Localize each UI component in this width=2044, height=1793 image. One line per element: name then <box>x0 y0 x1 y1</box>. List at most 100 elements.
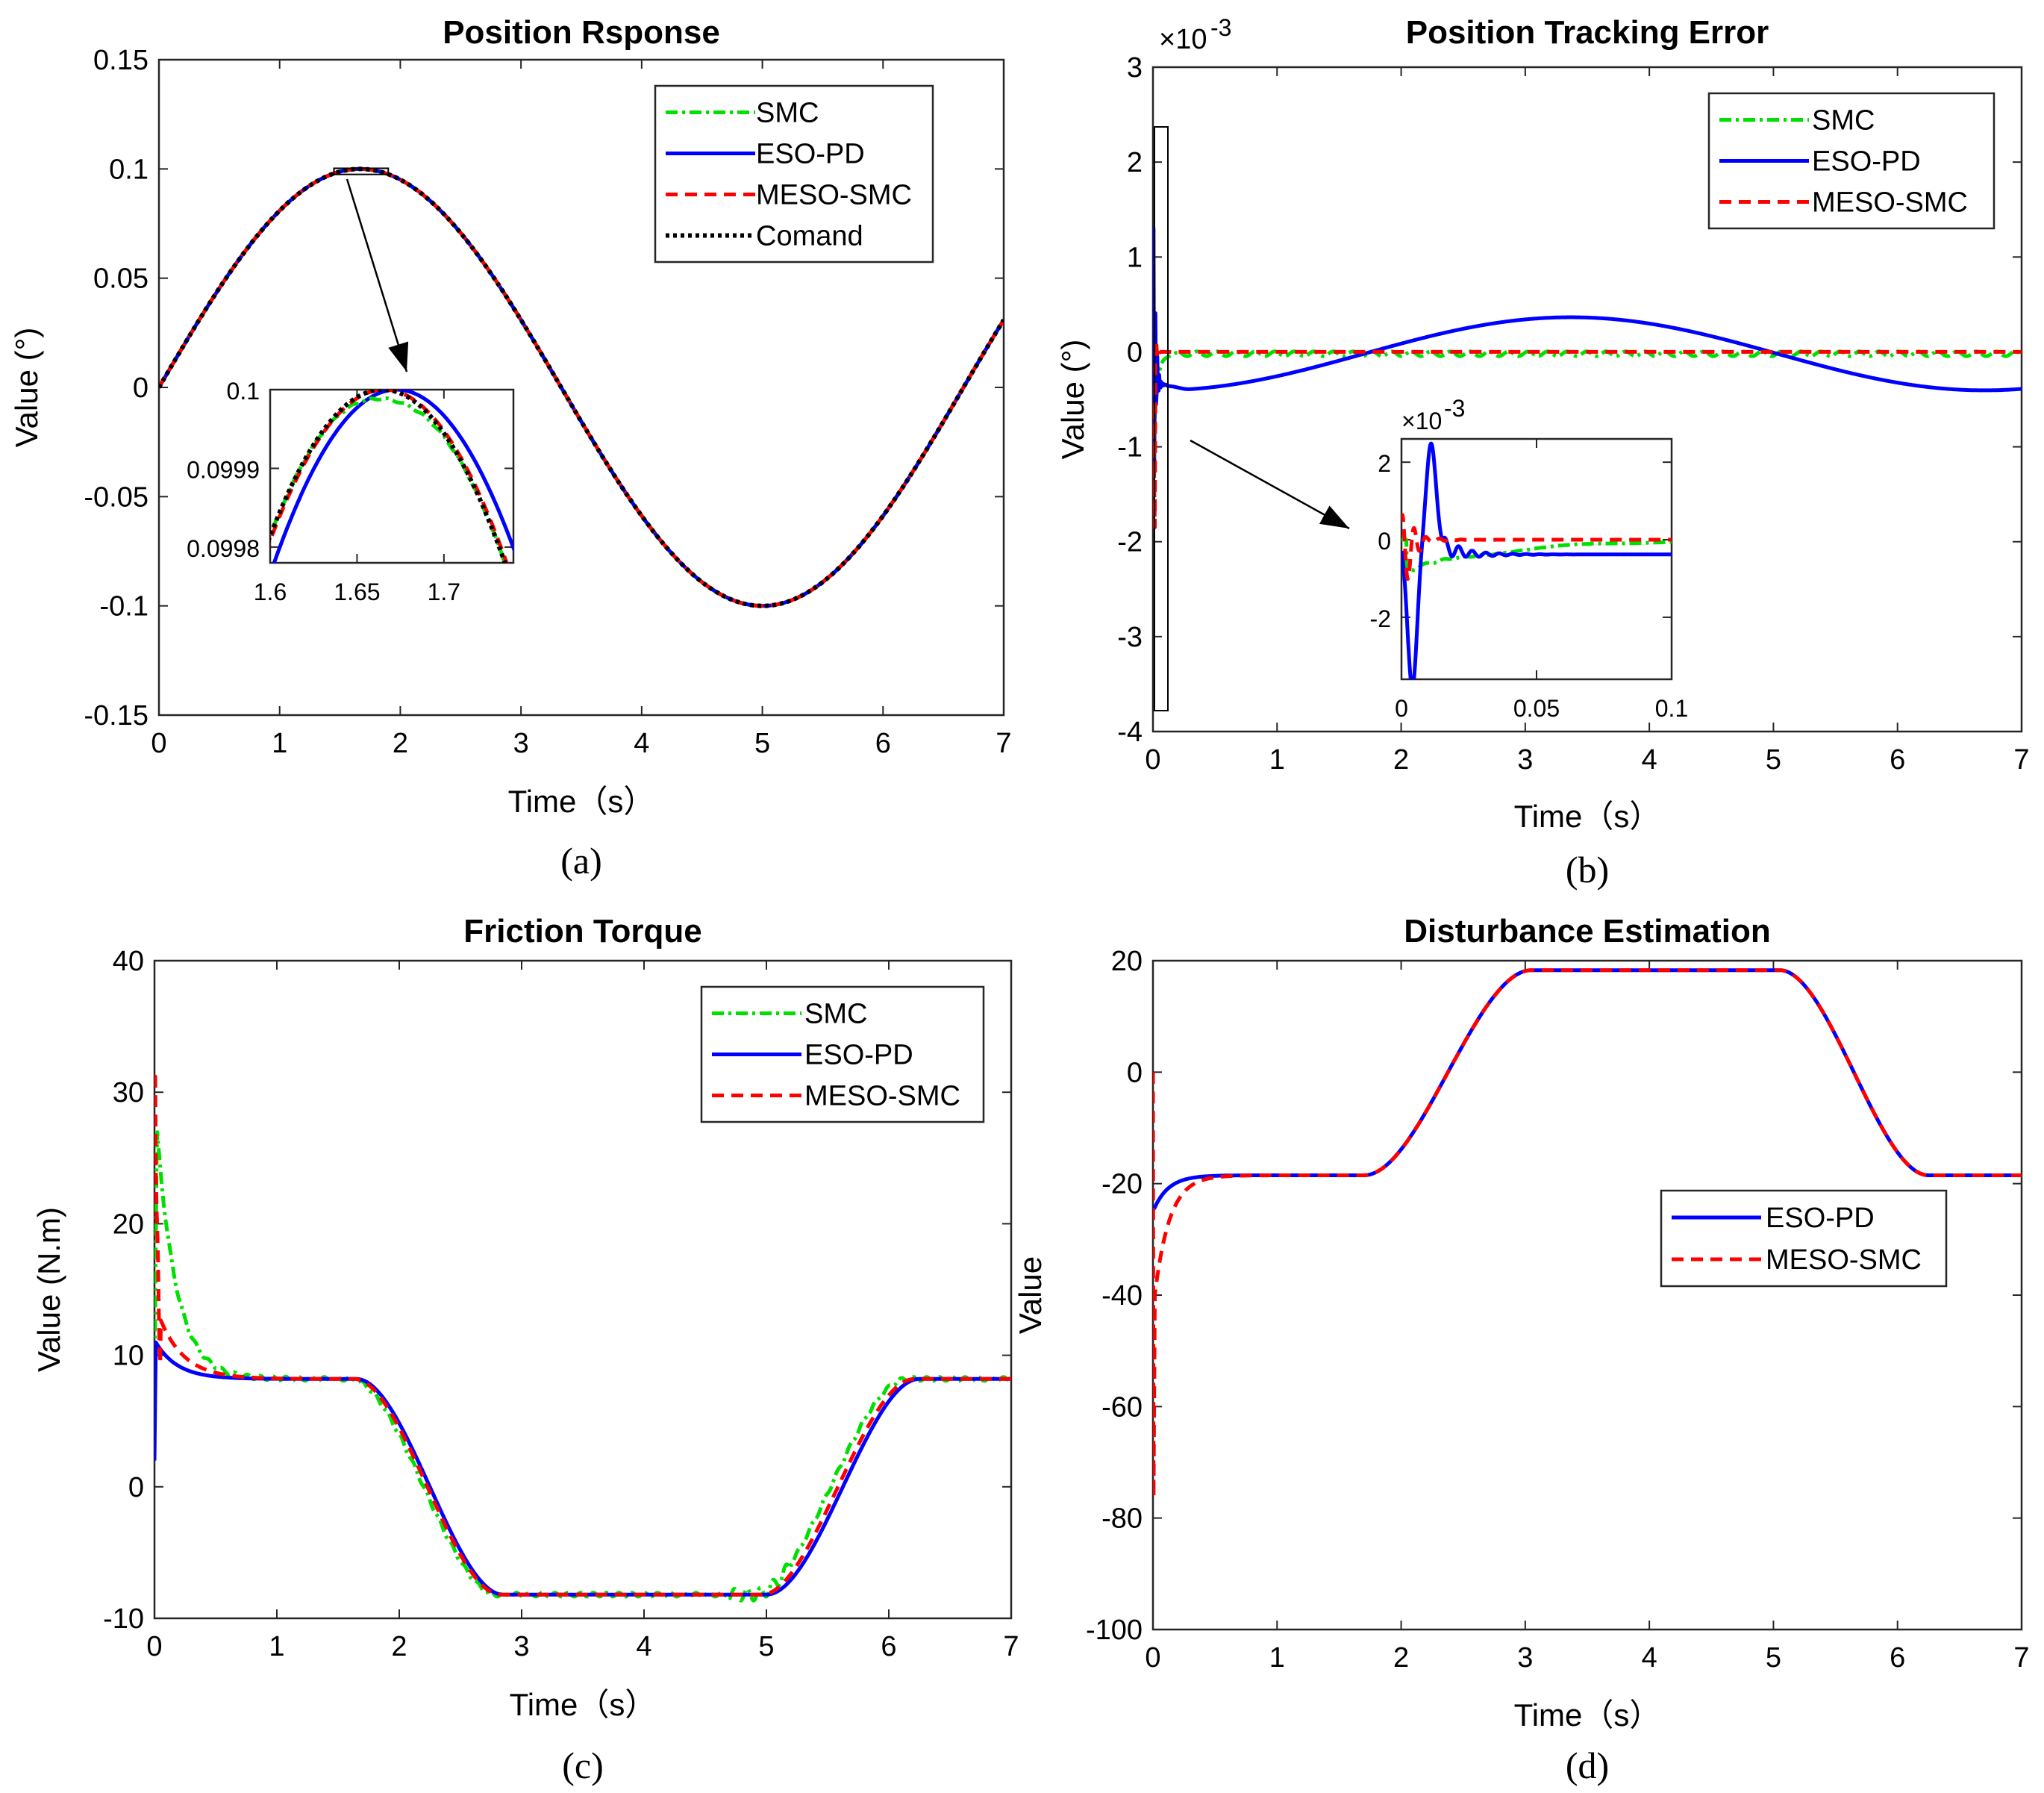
x-axis-label: Time（s） <box>508 784 655 819</box>
y-axis-label: Value (N.m) <box>31 1207 66 1372</box>
caption: (c) <box>562 1744 604 1786</box>
caption: (b) <box>1566 849 1609 891</box>
zoom-arrow-line <box>1190 439 1350 530</box>
x-tick-label: 0 <box>1145 1642 1160 1674</box>
inset-exponent-label: ×10 <box>1401 408 1442 434</box>
y-tick-label: 0 <box>1127 1057 1143 1088</box>
legend-label-eso-pd: ESO-PD <box>1812 146 1921 178</box>
chart-title: Friction Torque <box>463 913 701 949</box>
inset-exponent-power: -3 <box>1444 395 1465 422</box>
legend-label-eso-pd: ESO-PD <box>756 139 865 170</box>
x-tick-label: 7 <box>1003 1631 1019 1662</box>
y-tick-label: 0.1 <box>109 154 149 185</box>
x-tick-label: 2 <box>1393 1642 1409 1674</box>
x-tick-label: 4 <box>1642 744 1657 776</box>
legend-label-smc: SMC <box>804 999 867 1030</box>
x-tick-label: 2 <box>391 1631 407 1662</box>
x-tick-label: 3 <box>513 728 529 759</box>
series-line-meso-smc <box>1153 968 2022 1500</box>
y-tick-label: -0.1 <box>100 591 149 623</box>
x-tick-label: 7 <box>996 728 1011 759</box>
y-tick-label: -20 <box>1101 1169 1143 1200</box>
y-tick-label: -0.05 <box>84 481 149 513</box>
x-tick-label: 5 <box>1766 744 1781 776</box>
x-tick-label: 5 <box>754 728 770 759</box>
y-tick-label: 1 <box>1127 242 1143 273</box>
y-tick-label: -2 <box>1117 527 1143 558</box>
y-tick-label: 0.05 <box>93 264 149 295</box>
x-tick-label: 0 <box>151 728 166 759</box>
x-tick-label: 7 <box>2013 1642 2029 1674</box>
x-tick-label: 1.7 <box>428 579 460 605</box>
y-tick-label: 0.0999 <box>187 456 260 483</box>
exponent-label: ×10 <box>1159 24 1207 55</box>
legend-label-comand: Comand <box>756 221 863 252</box>
y-tick-label: -80 <box>1101 1503 1143 1535</box>
zoom-marker-box <box>333 167 390 175</box>
legend-label-smc: SMC <box>1812 105 1875 137</box>
legend-label-smc: SMC <box>756 98 819 129</box>
x-tick-label: 1 <box>272 728 287 759</box>
x-tick-label: 4 <box>636 1631 651 1662</box>
x-tick-label: 0 <box>1145 744 1160 776</box>
x-tick-label: 6 <box>881 1631 896 1662</box>
x-tick-label: 0 <box>146 1631 162 1662</box>
legend-label-meso-smc: MESO-SMC <box>1812 187 1968 219</box>
x-tick-label: 5 <box>1766 1642 1781 1674</box>
x-tick-label: 6 <box>875 728 891 759</box>
x-tick-label: 6 <box>1890 1642 1905 1674</box>
x-tick-label: 3 <box>513 1631 529 1662</box>
legend-label-meso-smc: MESO-SMC <box>1766 1244 1922 1276</box>
plot-area <box>269 388 515 564</box>
y-tick-label: -60 <box>1101 1391 1143 1423</box>
chart-d: 0 1 2 3 4 5 6 7 20 0 -20 -40 -60 -80 -100 Disturbance E… <box>1013 913 2030 1786</box>
x-tick-label: 4 <box>634 728 649 759</box>
y-tick-label: 20 <box>1111 946 1143 977</box>
x-tick-label: 3 <box>1517 744 1533 776</box>
legend-box <box>1660 1189 1948 1288</box>
y-tick-label: 40 <box>113 946 144 977</box>
x-tick-label: 1.65 <box>334 579 380 605</box>
chart-title: Position Tracking Error <box>1406 14 1769 51</box>
x-tick-label: 1 <box>269 1631 284 1662</box>
zoom-arrow-head <box>1319 505 1349 528</box>
x-tick-label: 0.1 <box>1655 695 1688 722</box>
y-tick-label: 20 <box>113 1209 144 1240</box>
x-tick-label: 1 <box>1269 744 1285 776</box>
y-tick-label: 30 <box>113 1077 144 1108</box>
y-tick-label: 0 <box>1127 337 1143 368</box>
x-tick-label: 1 <box>1269 1642 1285 1674</box>
y-tick-label: 0.15 <box>93 45 149 76</box>
chart-title: Disturbance Estimation <box>1404 913 1770 949</box>
caption: (d) <box>1566 1744 1609 1786</box>
x-tick-label: 1.6 <box>254 579 287 605</box>
x-tick-label: 4 <box>1642 1642 1657 1674</box>
x-tick-label: 6 <box>1890 744 1905 776</box>
series-line-meso-smc <box>1401 513 1672 581</box>
series-line-eso-pd <box>1153 226 2022 475</box>
exponent-power: -3 <box>1210 14 1231 41</box>
zoom-arrow-head <box>388 341 409 372</box>
y-tick-label: -2 <box>1370 605 1391 632</box>
series-line-smc <box>1401 537 1672 573</box>
y-tick-label: -1 <box>1117 432 1143 464</box>
series-line-comand <box>159 166 1004 608</box>
x-tick-label: 0 <box>1395 695 1408 722</box>
x-tick-label: 2 <box>393 728 408 759</box>
y-tick-label: -10 <box>103 1603 144 1635</box>
legend-label-eso-pd: ESO-PD <box>1766 1203 1875 1234</box>
y-tick-label: -3 <box>1117 622 1143 653</box>
y-tick-label: 2 <box>1127 147 1143 178</box>
y-tick-label: 3 <box>1127 52 1143 84</box>
zoom-marker-box <box>1154 126 1169 711</box>
x-tick-label: 2 <box>1393 744 1409 776</box>
y-axis-label: Value (°) <box>1055 340 1090 460</box>
chart-a: 0 1 2 3 4 5 6 7 0.15 0.1 0.05 0 -0.05 -0.1 -0.15 Positi… <box>9 14 1012 882</box>
y-tick-label: 0 <box>1378 528 1391 555</box>
series-line-meso-smc <box>154 1074 1011 1597</box>
y-tick-label: 0.0998 <box>187 535 260 562</box>
chart-title: Position Rsponse <box>443 14 720 51</box>
plot-area <box>1151 959 2023 1631</box>
